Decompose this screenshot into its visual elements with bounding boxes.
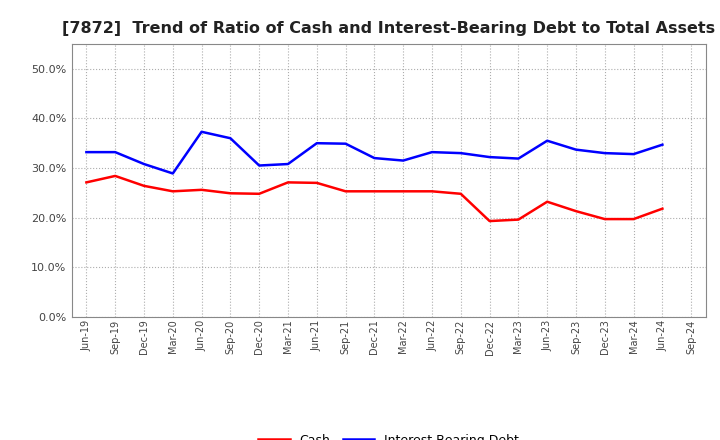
Cash	[341, 189, 350, 194]
Cash	[629, 216, 638, 222]
Interest-Bearing Debt	[600, 150, 609, 156]
Cash	[658, 206, 667, 211]
Interest-Bearing Debt	[255, 163, 264, 168]
Cash	[312, 180, 321, 186]
Cash	[485, 218, 494, 224]
Cash	[456, 191, 465, 196]
Cash	[226, 191, 235, 196]
Cash	[111, 173, 120, 179]
Interest-Bearing Debt	[226, 136, 235, 141]
Cash	[140, 183, 148, 188]
Interest-Bearing Debt	[456, 150, 465, 156]
Interest-Bearing Debt	[341, 141, 350, 147]
Legend: Cash, Interest-Bearing Debt: Cash, Interest-Bearing Debt	[253, 429, 524, 440]
Interest-Bearing Debt	[485, 154, 494, 160]
Title: [7872]  Trend of Ratio of Cash and Interest-Bearing Debt to Total Assets: [7872] Trend of Ratio of Cash and Intere…	[62, 21, 716, 36]
Interest-Bearing Debt	[370, 155, 379, 161]
Cash	[600, 216, 609, 222]
Cash	[428, 189, 436, 194]
Line: Interest-Bearing Debt: Interest-Bearing Debt	[86, 132, 662, 173]
Cash	[284, 180, 292, 185]
Cash	[370, 189, 379, 194]
Cash	[197, 187, 206, 192]
Interest-Bearing Debt	[428, 150, 436, 155]
Line: Cash: Cash	[86, 176, 662, 221]
Interest-Bearing Debt	[658, 142, 667, 147]
Interest-Bearing Debt	[168, 171, 177, 176]
Interest-Bearing Debt	[514, 156, 523, 161]
Cash	[399, 189, 408, 194]
Cash	[255, 191, 264, 196]
Cash	[572, 209, 580, 214]
Interest-Bearing Debt	[111, 150, 120, 155]
Interest-Bearing Debt	[543, 138, 552, 143]
Cash	[543, 199, 552, 204]
Interest-Bearing Debt	[399, 158, 408, 163]
Interest-Bearing Debt	[572, 147, 580, 152]
Cash	[82, 180, 91, 185]
Cash	[514, 217, 523, 222]
Cash	[168, 189, 177, 194]
Interest-Bearing Debt	[82, 150, 91, 155]
Interest-Bearing Debt	[629, 151, 638, 157]
Interest-Bearing Debt	[197, 129, 206, 135]
Interest-Bearing Debt	[140, 161, 148, 167]
Interest-Bearing Debt	[284, 161, 292, 167]
Interest-Bearing Debt	[312, 140, 321, 146]
